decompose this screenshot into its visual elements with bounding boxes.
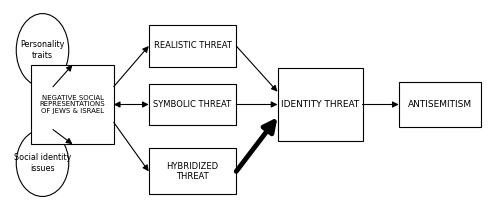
Text: ANTISEMITISM: ANTISEMITISM bbox=[408, 100, 472, 109]
Text: NEGATIVE SOCIAL
REPRESENTATIONS
OF JEWS & ISRAEL: NEGATIVE SOCIAL REPRESENTATIONS OF JEWS … bbox=[40, 94, 106, 115]
FancyBboxPatch shape bbox=[149, 84, 236, 125]
Text: SYMBOLIC THREAT: SYMBOLIC THREAT bbox=[154, 100, 232, 109]
FancyBboxPatch shape bbox=[149, 25, 236, 67]
FancyBboxPatch shape bbox=[399, 82, 481, 127]
Ellipse shape bbox=[16, 14, 69, 87]
Text: REALISTIC THREAT: REALISTIC THREAT bbox=[154, 41, 232, 51]
Text: IDENTITY THREAT: IDENTITY THREAT bbox=[281, 100, 359, 109]
Ellipse shape bbox=[16, 130, 69, 196]
FancyBboxPatch shape bbox=[149, 148, 236, 194]
FancyBboxPatch shape bbox=[31, 65, 114, 144]
Text: Social identity
issues: Social identity issues bbox=[14, 153, 71, 173]
FancyBboxPatch shape bbox=[278, 68, 362, 141]
Text: HYBRIDIZED
THREAT: HYBRIDIZED THREAT bbox=[166, 162, 218, 181]
Text: Personality
traits: Personality traits bbox=[20, 41, 64, 60]
